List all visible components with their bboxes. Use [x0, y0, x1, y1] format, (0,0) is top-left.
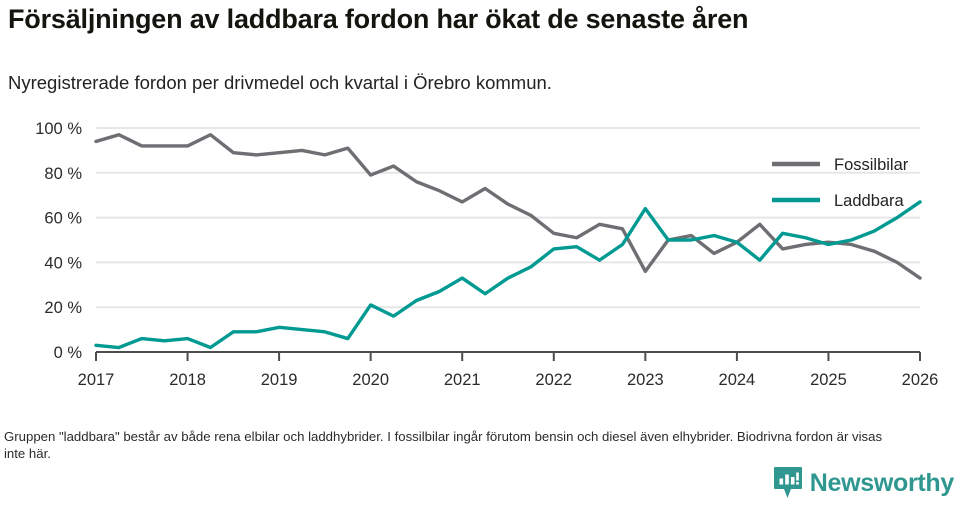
series-line-laddbara	[94, 200, 922, 350]
y-tick-label: 80 %	[44, 165, 82, 183]
brand-logo: Newsworthy	[773, 466, 954, 500]
chart-legend: Fossilbilar Laddbara	[772, 156, 909, 210]
legend-label: Laddbara	[834, 192, 905, 210]
x-tick-label: 2022	[535, 371, 572, 389]
y-axis-tick-labels: 0 % 20 % 40 % 60 % 80 % 100 %	[35, 120, 82, 362]
bar-chart-pin-icon	[773, 467, 802, 498]
x-tick-label: 2017	[78, 371, 115, 389]
x-tick-label: 2021	[444, 371, 481, 389]
data-series-group	[94, 133, 922, 350]
series-line-fossilbilar	[94, 133, 922, 280]
page-title: Försäljningen av laddbara fordon har öka…	[8, 4, 749, 34]
y-tick-label: 60 %	[44, 210, 82, 228]
x-tick-label: 2019	[261, 371, 298, 389]
x-tick-label: 2018	[169, 371, 206, 389]
y-tick-label: 20 %	[44, 299, 82, 317]
gridlines	[96, 127, 920, 309]
chart-plot-area: 0 % 20 % 40 % 60 % 80 % 100 % 2017 2018 2019 202…	[0, 110, 960, 400]
line-chart-svg: 0 % 20 % 40 % 60 % 80 % 100 % 2017 2018 2019 202…	[35, 120, 939, 389]
legend-label: Fossilbilar	[834, 156, 909, 174]
chart-footnote: Gruppen "laddbara" består av både rena e…	[4, 429, 883, 462]
y-tick-label: 40 %	[44, 254, 82, 272]
y-tick-label: 0 %	[54, 344, 83, 362]
x-tick-label: 2023	[627, 371, 664, 389]
y-tick-label: 100 %	[35, 120, 82, 138]
brand-name-label: Newsworthy	[809, 468, 955, 497]
chart-subtitle: Nyregistrerade fordon per drivmedel och …	[8, 72, 552, 93]
x-axis-tick-labels: 2017 2018 2019 2020 2021 2022 2023 2024 2025 2026	[78, 371, 939, 389]
x-tick-label: 2024	[719, 371, 756, 389]
x-axis-ticks	[95, 352, 921, 361]
x-tick-label: 2020	[352, 371, 389, 389]
x-tick-label: 2026	[902, 371, 939, 389]
x-tick-label: 2025	[810, 371, 847, 389]
